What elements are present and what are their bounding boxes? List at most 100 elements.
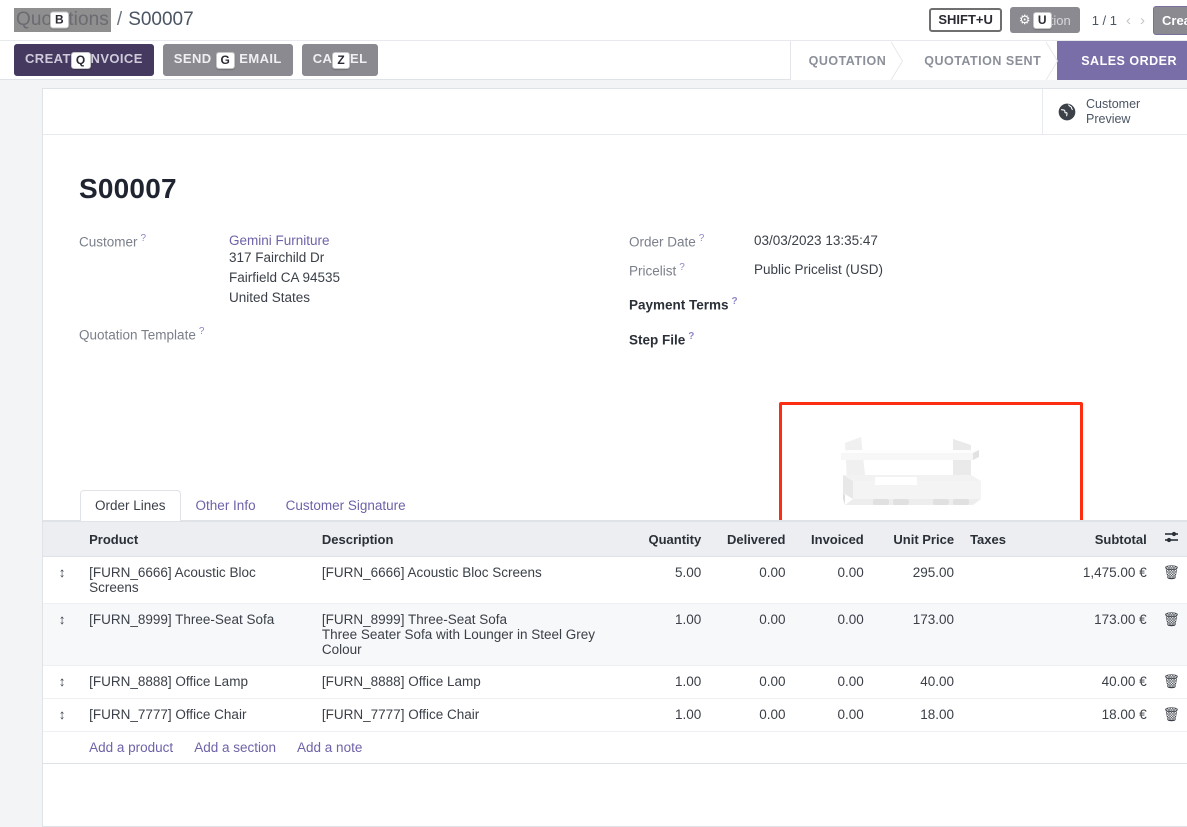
cell-taxes[interactable] — [962, 603, 1015, 666]
row-drag-handle-icon[interactable]: ↕ — [43, 556, 82, 604]
help-icon[interactable]: ? — [198, 326, 205, 337]
shortcut-badge-cancel: Z — [332, 51, 351, 69]
cell-taxes[interactable] — [962, 556, 1015, 604]
column-options-icon[interactable] — [1154, 521, 1187, 557]
cell-description[interactable]: [FURN_6666] Acoustic Bloc Screens — [313, 556, 625, 604]
cell-description-extra: Three Seater Sofa with Lounger in Steel … — [321, 627, 596, 657]
table-row[interactable]: ↕ [FURN_6666] Acoustic Bloc Screens [FUR… — [43, 556, 1187, 604]
field-payment-terms: Payment Terms? — [629, 296, 1169, 313]
delete-row-icon[interactable]: 🗑 — [1154, 556, 1187, 604]
field-groups: Customer? Gemini Furniture 317 Fairchild… — [43, 205, 1187, 359]
cell-quantity[interactable]: 5.00 — [624, 556, 710, 604]
header-invoiced[interactable]: Invoiced — [793, 521, 872, 557]
cell-product[interactable]: [FURN_6666] Acoustic Bloc Screens — [81, 556, 314, 604]
header-unit-price[interactable]: Unit Price — [871, 521, 963, 557]
row-drag-handle-icon[interactable]: ↕ — [43, 665, 82, 699]
cancel-button[interactable]: CA Z EL — [301, 44, 379, 76]
send-by-email-button[interactable]: SEND G EMAIL — [162, 44, 293, 76]
table-row[interactable]: ↕ [FURN_8999] Three-Seat Sofa [FURN_8999… — [43, 603, 1187, 666]
add-row-spacer — [43, 731, 82, 764]
cell-delivered[interactable]: 0.00 — [709, 698, 794, 732]
smart-button-box: Customer Preview — [43, 89, 1187, 135]
add-a-section-link[interactable]: Add a section — [194, 740, 277, 755]
cell-unit-price[interactable]: 18.00 — [871, 698, 963, 732]
globe-icon — [1058, 103, 1076, 120]
cell-subtotal: 18.00 € — [1014, 698, 1155, 732]
delete-row-icon[interactable]: 🗑 — [1154, 603, 1187, 666]
action-menu-button[interactable]: ⚙ Action U — [1009, 7, 1080, 33]
cell-description[interactable]: [FURN_8888] Office Lamp — [313, 665, 625, 699]
table-header-row: Product Description Quantity Delivered I… — [43, 521, 1187, 557]
right-field-column: Order Date? 03/03/2023 13:35:47 Pricelis… — [629, 233, 1169, 359]
header-description[interactable]: Description — [313, 521, 625, 557]
chevron-right-icon[interactable]: › — [1140, 11, 1145, 29]
cell-unit-price[interactable]: 40.00 — [871, 665, 963, 699]
row-drag-handle-icon[interactable]: ↕ — [43, 603, 82, 666]
shortcut-badge-send-email: G — [215, 51, 236, 69]
header-taxes[interactable]: Taxes — [962, 521, 1015, 557]
delete-row-icon[interactable]: 🗑 — [1154, 698, 1187, 732]
breadcrumb-root-link[interactable]: Quotations B — [14, 8, 111, 32]
status-step-quotation-sent[interactable]: QUOTATION SENT — [902, 41, 1059, 81]
pager-count: 1 / 1 — [1091, 12, 1117, 28]
cell-product[interactable]: [FURN_8888] Office Lamp — [81, 665, 314, 699]
table-row[interactable]: ↕ [FURN_8888] Office Lamp [FURN_8888] Of… — [43, 665, 1187, 699]
customer-name-link[interactable]: Gemini Furniture — [229, 233, 330, 248]
order-date-value[interactable]: 03/03/2023 13:35:47 — [754, 233, 878, 248]
page-title: S00007 — [79, 173, 177, 204]
cell-unit-price[interactable]: 173.00 — [871, 603, 963, 666]
add-a-note-link[interactable]: Add a note — [297, 740, 363, 755]
status-step-sales-order[interactable]: SALES ORDER — [1057, 41, 1187, 80]
header-subtotal[interactable]: Subtotal — [1014, 521, 1155, 557]
cell-product[interactable]: [FURN_7777] Office Chair — [81, 698, 314, 732]
cell-taxes[interactable] — [962, 698, 1015, 732]
tab-order-lines[interactable]: Order Lines — [80, 490, 181, 521]
pricelist-value[interactable]: Public Pricelist (USD) — [754, 261, 884, 277]
tab-customer-signature[interactable]: Customer Signature — [285, 498, 406, 513]
help-icon[interactable]: ? — [688, 330, 695, 342]
cell-delivered[interactable]: 0.00 — [709, 603, 794, 666]
cell-product[interactable]: [FURN_8999] Three-Seat Sofa — [81, 603, 314, 666]
cell-invoiced[interactable]: 0.00 — [793, 556, 872, 604]
help-icon[interactable]: ? — [140, 233, 147, 244]
cell-description-main: [FURN_8999] Three-Seat Sofa — [321, 612, 508, 627]
breadcrumb-separator: / — [116, 9, 123, 30]
delete-row-icon[interactable]: 🗑 — [1154, 665, 1187, 699]
help-icon[interactable]: ? — [698, 233, 705, 244]
cell-subtotal: 1,475.00 € — [1014, 556, 1155, 604]
quotation-template-label: Quotation Template? — [79, 326, 229, 343]
add-a-product-link[interactable]: Add a product — [89, 740, 174, 755]
cell-description[interactable]: [FURN_8999] Three-Seat Sofa Three Seater… — [313, 603, 625, 666]
header-product[interactable]: Product — [81, 521, 314, 557]
tab-other-info[interactable]: Other Info — [195, 498, 256, 513]
control-panel: CREAT Q NVOICE SEND G EMAIL CA Z EL QUOTATIO… — [0, 40, 1187, 81]
record-sheet: Customer Preview S00007 Customer? Gemini… — [42, 88, 1187, 827]
cell-delivered[interactable]: 0.00 — [709, 556, 794, 604]
create-invoice-pre: CREAT — [25, 51, 71, 67]
create-invoice-button[interactable]: CREAT Q NVOICE — [14, 44, 154, 76]
cell-invoiced[interactable]: 0.00 — [793, 698, 872, 732]
cell-subtotal: 173.00 € — [1014, 603, 1155, 666]
help-icon[interactable]: ? — [679, 261, 685, 273]
help-icon[interactable]: ? — [731, 296, 738, 307]
table-row[interactable]: ↕ [FURN_7777] Office Chair [FURN_7777] O… — [43, 698, 1187, 732]
cell-quantity[interactable]: 1.00 — [624, 603, 710, 666]
cell-unit-price[interactable]: 295.00 — [871, 556, 963, 604]
status-step-quotation[interactable]: QUOTATION — [790, 41, 903, 81]
cell-invoiced[interactable]: 0.00 — [793, 665, 872, 699]
header-quantity[interactable]: Quantity — [624, 521, 710, 557]
header-delivered[interactable]: Delivered — [709, 521, 794, 557]
cell-quantity[interactable]: 1.00 — [624, 698, 710, 732]
shortcut-badge-breadcrumb: B — [50, 11, 69, 29]
cell-delivered[interactable]: 0.00 — [709, 665, 794, 699]
row-drag-handle-icon[interactable]: ↕ — [43, 698, 82, 732]
customer-address-line-1: 317 Fairchild Dr — [229, 250, 325, 265]
chevron-left-icon[interactable]: ‹ — [1126, 11, 1131, 29]
left-field-column: Customer? Gemini Furniture 317 Fairchild… — [79, 233, 629, 359]
create-button[interactable]: Create — [1153, 5, 1187, 35]
cell-invoiced[interactable]: 0.00 — [793, 603, 872, 666]
cell-description[interactable]: [FURN_7777] Office Chair — [313, 698, 625, 732]
cell-taxes[interactable] — [962, 665, 1015, 699]
customer-preview-button[interactable]: Customer Preview — [1042, 89, 1187, 134]
cell-quantity[interactable]: 1.00 — [624, 665, 710, 699]
